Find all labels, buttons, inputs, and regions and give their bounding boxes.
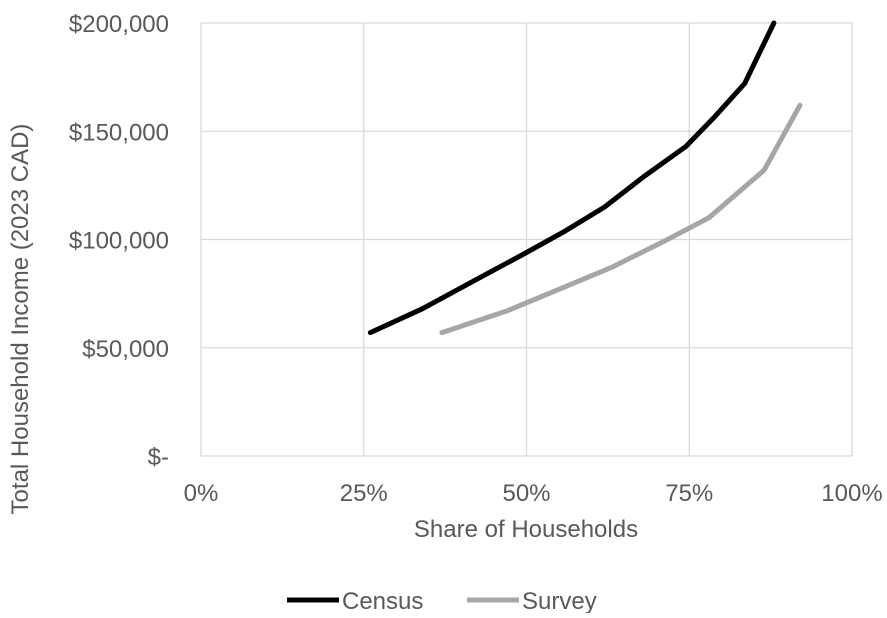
y-tick-label: $100,000	[69, 228, 169, 255]
x-axis-title: Share of Households	[414, 516, 638, 543]
x-tick-label: 75%	[665, 480, 713, 507]
series-line-survey	[439, 102, 803, 336]
series-lines	[367, 20, 803, 336]
y-tick-label: $200,000	[69, 11, 169, 38]
x-axis-ticks: 0% 25% 50% 75% 100%	[184, 480, 883, 507]
grid	[200, 22, 853, 457]
x-tick-label: 25%	[340, 480, 388, 507]
legend-label-census: Census	[342, 588, 423, 613]
y-axis-title: Total Household Income (2023 CAD)	[7, 124, 34, 515]
y-tick-label: $50,000	[82, 336, 169, 363]
x-tick-label: 100%	[821, 480, 882, 507]
x-tick-label: 0%	[184, 480, 219, 507]
y-axis-ticks: $- $50,000 $100,000 $150,000 $200,000	[69, 11, 169, 471]
y-tick-label: $150,000	[69, 119, 169, 146]
legend-label-survey: Survey	[522, 588, 597, 613]
series-line-census	[367, 20, 777, 336]
legend: Census Survey	[287, 588, 597, 615]
x-tick-label: 50%	[502, 480, 550, 507]
y-tick-label: $-	[148, 444, 169, 471]
